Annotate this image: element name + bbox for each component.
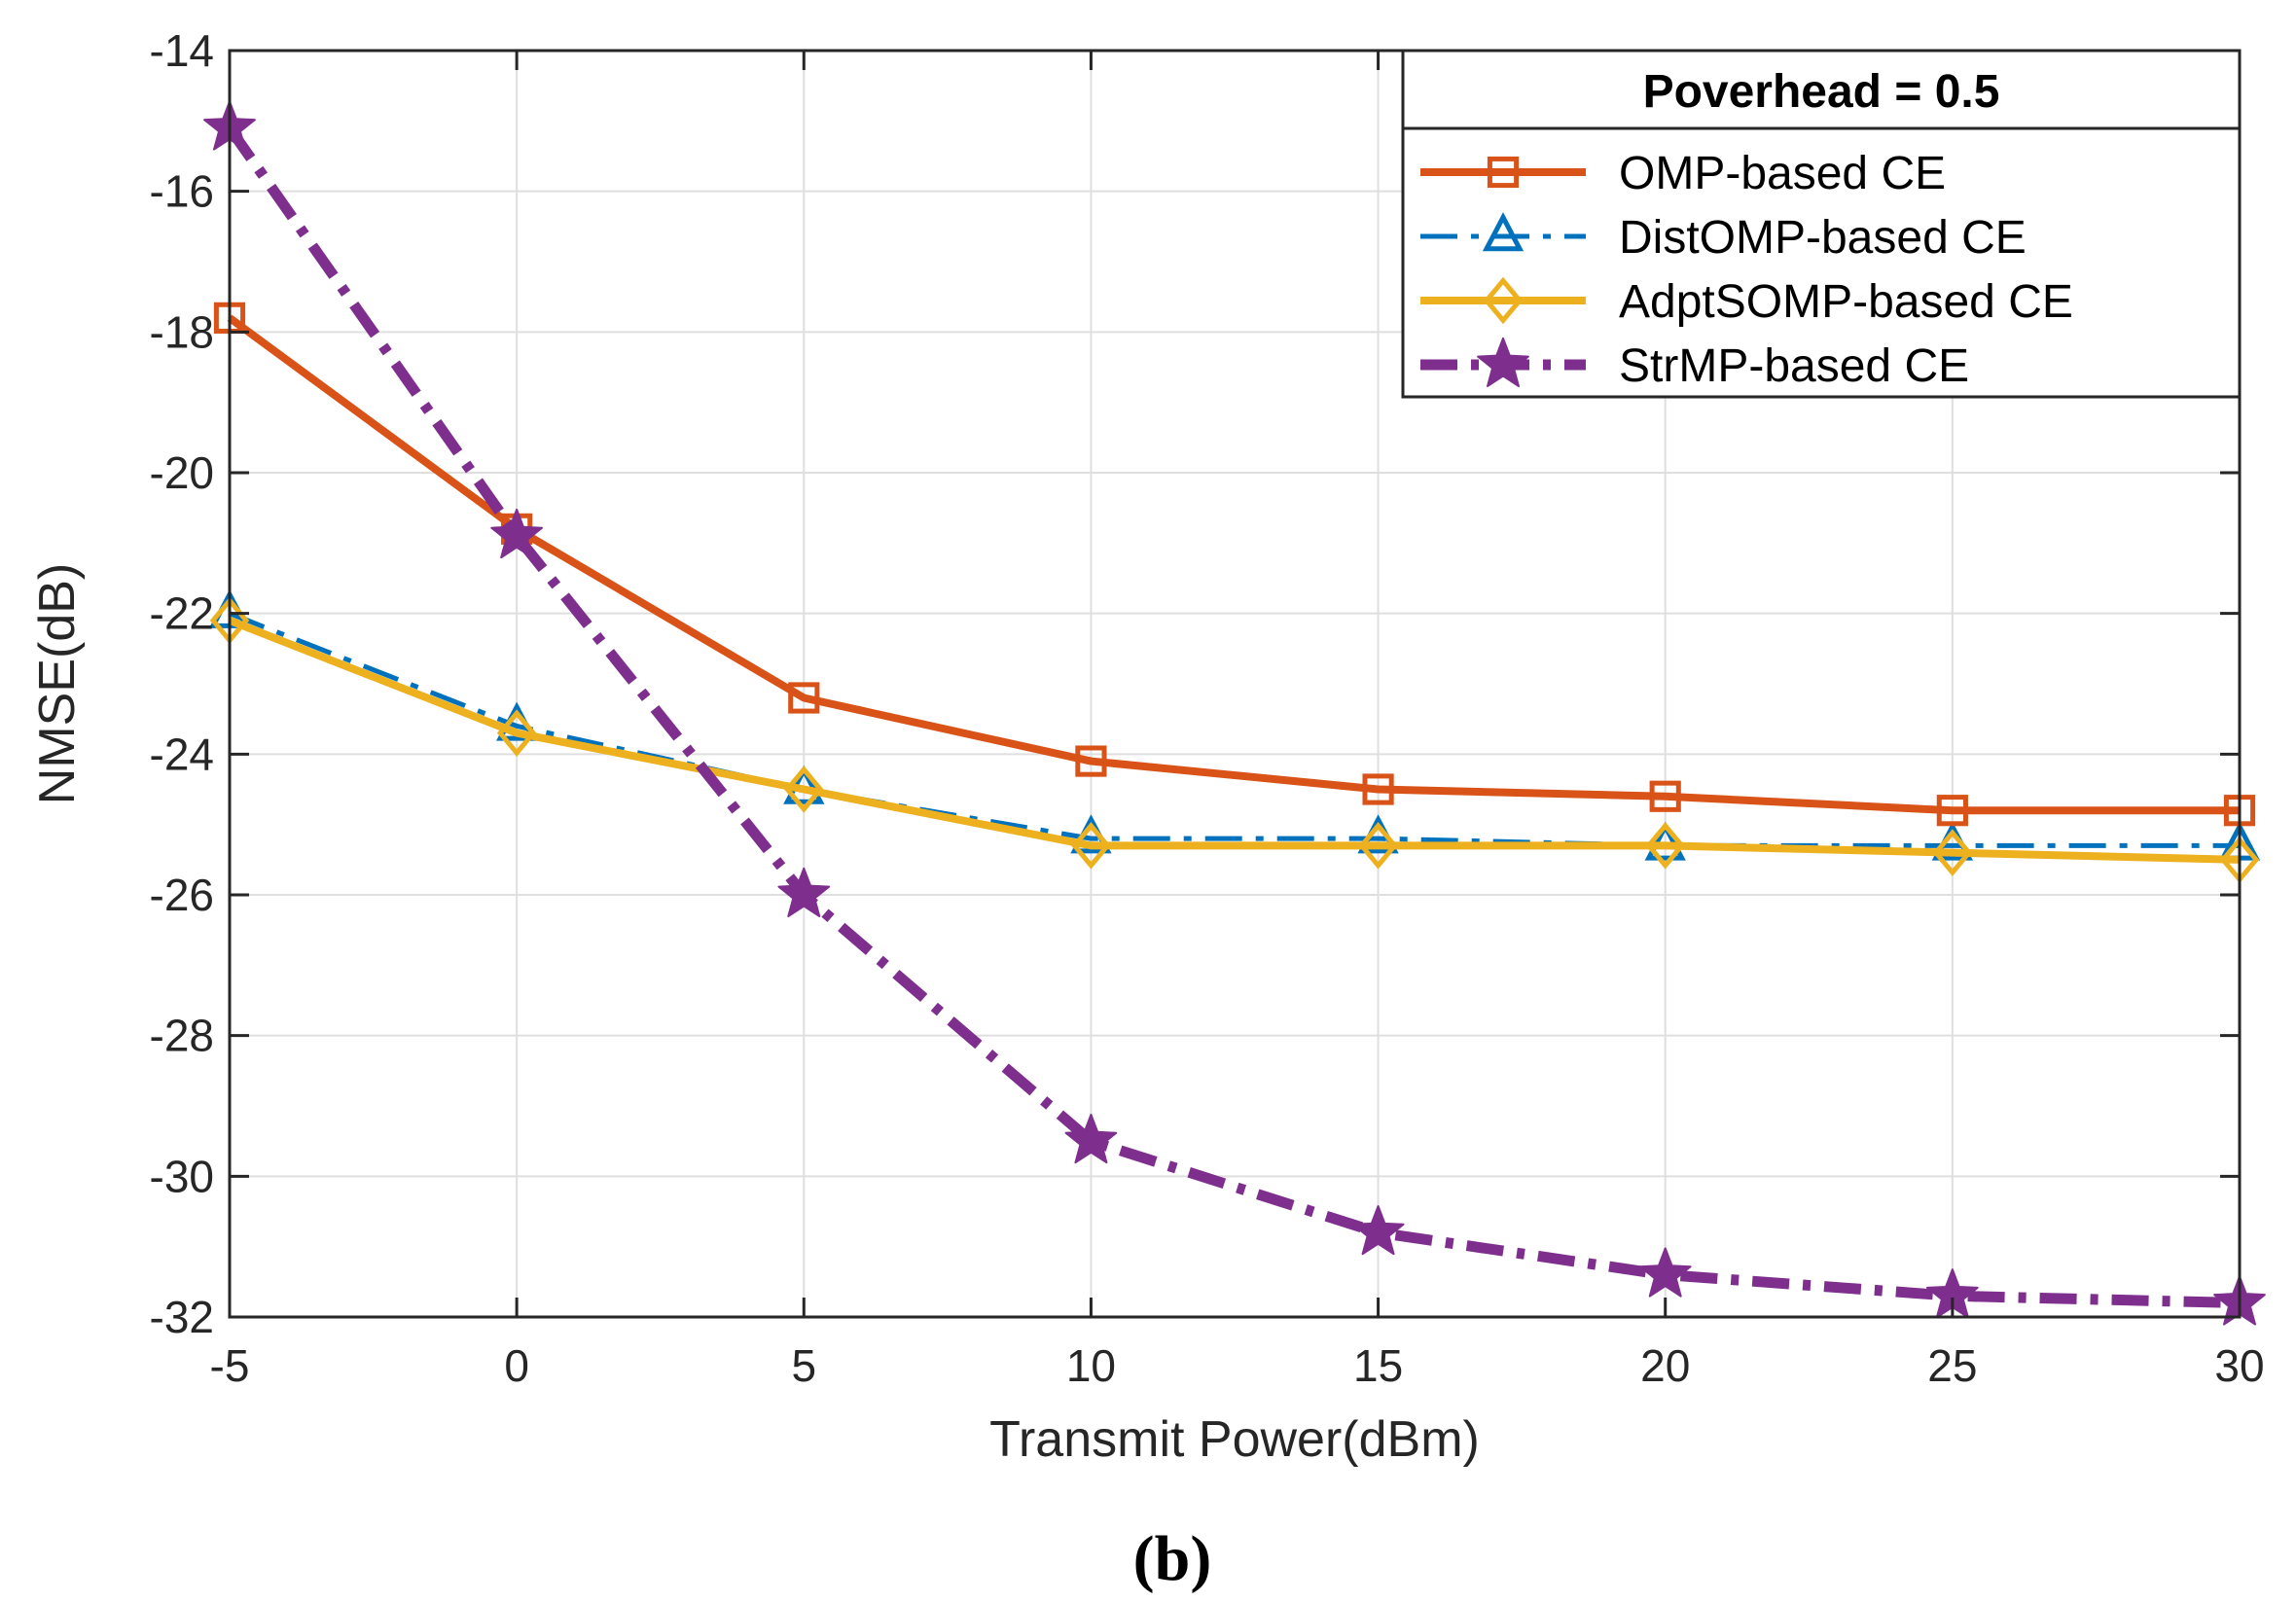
y-tick-label: -26 xyxy=(150,870,214,920)
legend-title: Poverhead = 0.5 xyxy=(1643,66,2000,118)
legend-box xyxy=(1401,49,2242,399)
legend-marker-square xyxy=(1487,156,1520,189)
legend-entry: OMP-based CE xyxy=(1420,148,1946,199)
series-line xyxy=(227,314,2240,815)
data-point-star xyxy=(1638,1247,1692,1298)
x-tick-label: 10 xyxy=(1066,1340,1116,1391)
x-tick-label: -5 xyxy=(210,1340,250,1391)
y-tick-label: -20 xyxy=(150,447,214,498)
legend-marker-triangle xyxy=(1482,212,1525,252)
data-point-diamond xyxy=(1358,822,1398,870)
legend-marker-diamond xyxy=(1483,276,1524,325)
x-axis-title: Transmit Power(dBm) xyxy=(989,1411,1480,1468)
data-point-diamond xyxy=(1071,822,1111,870)
x-tick-label: 20 xyxy=(1640,1340,1690,1391)
y-tick-label: -24 xyxy=(150,729,214,779)
series-line xyxy=(228,617,2241,864)
x-tick-label: 15 xyxy=(1353,1340,1403,1391)
data-point-square xyxy=(1075,745,1107,777)
y-axis-title: NMSE(dB) xyxy=(29,563,86,804)
legend-marker-star xyxy=(1477,337,1529,388)
data-point-star xyxy=(777,867,831,918)
y-tick-label: -30 xyxy=(150,1151,214,1201)
data-point-star xyxy=(1064,1113,1118,1164)
y-tick-label: -22 xyxy=(150,588,214,639)
y-tick-label: -32 xyxy=(150,1292,214,1342)
data-point-square xyxy=(1649,780,1681,812)
data-point-square xyxy=(1936,795,1968,827)
legend-label: OMP-based CE xyxy=(1619,148,1946,199)
legend: Poverhead = 0.5 OMP-based CE DistOMP-based… xyxy=(1401,49,2242,399)
series-adptsomp-based-ce xyxy=(209,596,2260,884)
y-tick-label: -28 xyxy=(150,1011,214,1061)
plot-frame xyxy=(228,49,2242,1319)
x-tick-label: 25 xyxy=(1927,1340,1977,1391)
legend-label: StrMP-based CE xyxy=(1619,340,1969,392)
series-line xyxy=(225,125,2241,1309)
data-point-star xyxy=(1351,1205,1405,1256)
x-tick-label: 5 xyxy=(791,1340,816,1391)
data-point-diamond xyxy=(784,765,824,813)
legend-entry: AdptSOMP-based CE xyxy=(1420,276,2073,328)
legend-entry: DistOMP-based CE xyxy=(1420,212,2027,264)
data-point-diamond xyxy=(1645,822,1685,870)
legend-label: DistOMP-based CE xyxy=(1619,212,2027,264)
data-point-square xyxy=(1362,773,1394,805)
figure-caption: (b) xyxy=(1133,1523,1212,1594)
legend-label: AdptSOMP-based CE xyxy=(1619,276,2073,328)
y-tick-label: -14 xyxy=(150,25,214,76)
y-tick-label: -18 xyxy=(150,306,214,357)
y-tick-label: -16 xyxy=(150,166,214,217)
data-point-diamond xyxy=(496,709,537,757)
x-tick-label: 30 xyxy=(2214,1340,2264,1391)
series-line xyxy=(229,611,2240,848)
legend-entry: StrMP-based CE xyxy=(1420,337,1969,392)
axis-ticks: -5 0 5 10 15 20 25 30 -32 -30 -28 -26 -24 -22 -20 -18 -1… xyxy=(150,25,2265,1391)
data-point-star xyxy=(490,508,544,559)
data-point-diamond xyxy=(1932,829,1973,876)
data-point-square xyxy=(788,682,820,714)
x-tick-label: 0 xyxy=(504,1340,529,1391)
